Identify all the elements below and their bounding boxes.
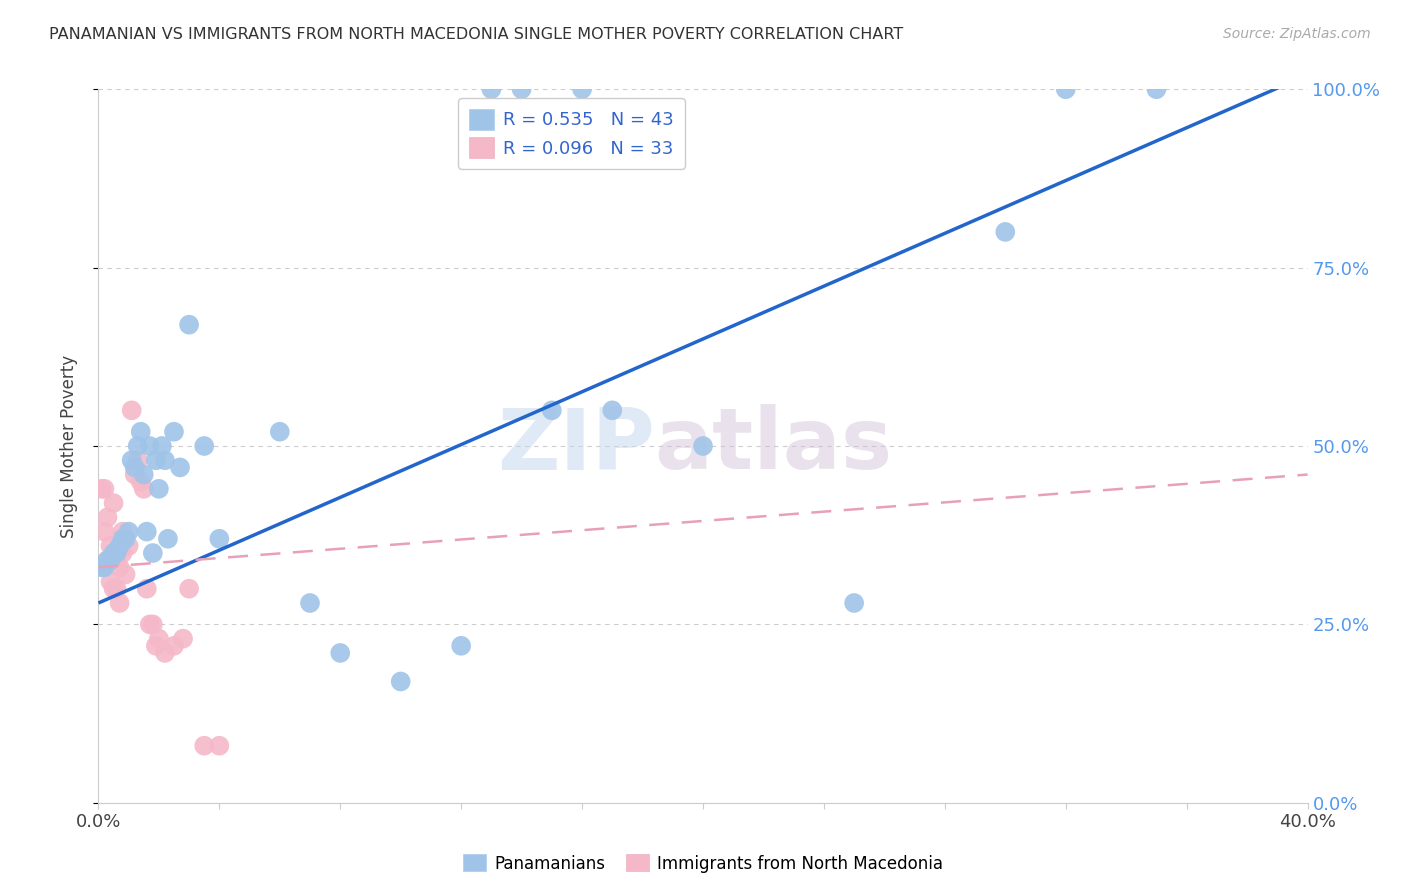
Point — [90, 560, 112, 574]
Text: Source: ZipAtlas.com: Source: ZipAtlas.com — [1223, 27, 1371, 41]
Point — [208, 739, 231, 753]
Point — [1144, 82, 1167, 96]
Point — [153, 646, 176, 660]
Point — [129, 475, 152, 489]
Point — [208, 532, 231, 546]
Point — [124, 460, 146, 475]
Point — [129, 425, 152, 439]
Point — [510, 82, 533, 96]
Point — [93, 560, 115, 574]
Point — [481, 82, 503, 96]
Point — [96, 553, 118, 567]
Point — [153, 453, 176, 467]
Text: ZIP: ZIP — [496, 404, 655, 488]
Point — [145, 639, 167, 653]
Point — [156, 532, 179, 546]
Y-axis label: Single Mother Poverty: Single Mother Poverty — [59, 354, 77, 538]
Point — [602, 403, 624, 417]
Point — [135, 524, 157, 539]
Point — [108, 596, 131, 610]
Point — [142, 617, 165, 632]
Point — [135, 582, 157, 596]
Point — [132, 467, 155, 482]
Point — [105, 553, 128, 567]
Point — [450, 639, 472, 653]
Point — [111, 532, 134, 546]
Point — [169, 460, 191, 475]
Point — [108, 560, 131, 574]
Point — [103, 496, 125, 510]
Text: atlas: atlas — [655, 404, 893, 488]
Point — [139, 617, 162, 632]
Point — [299, 596, 322, 610]
Point — [148, 632, 170, 646]
Text: PANAMANIAN VS IMMIGRANTS FROM NORTH MACEDONIA SINGLE MOTHER POVERTY CORRELATION : PANAMANIAN VS IMMIGRANTS FROM NORTH MACE… — [49, 27, 904, 42]
Point — [127, 453, 149, 467]
Legend: R = 0.535   N = 43, R = 0.096   N = 33: R = 0.535 N = 43, R = 0.096 N = 33 — [458, 98, 685, 169]
Point — [540, 403, 562, 417]
Point — [132, 482, 155, 496]
Point — [150, 439, 173, 453]
Point — [692, 439, 714, 453]
Point — [114, 532, 136, 546]
Point — [148, 482, 170, 496]
Point — [96, 510, 118, 524]
Point — [994, 225, 1017, 239]
Point — [118, 539, 141, 553]
Point — [142, 546, 165, 560]
Point — [118, 524, 141, 539]
Point — [103, 582, 125, 596]
Point — [172, 632, 194, 646]
Point — [108, 539, 131, 553]
Point — [844, 596, 866, 610]
Point — [193, 739, 215, 753]
Point — [111, 524, 134, 539]
Point — [139, 439, 162, 453]
Legend: Panamanians, Immigrants from North Macedonia: Panamanians, Immigrants from North Maced… — [456, 847, 950, 880]
Point — [145, 453, 167, 467]
Point — [111, 546, 134, 560]
Point — [105, 582, 128, 596]
Point — [1054, 82, 1077, 96]
Point — [114, 567, 136, 582]
Point — [121, 453, 143, 467]
Point — [96, 553, 118, 567]
Point — [121, 403, 143, 417]
Point — [163, 425, 186, 439]
Point — [93, 482, 115, 496]
Point — [571, 82, 593, 96]
Point — [329, 646, 352, 660]
Point — [179, 582, 201, 596]
Point — [100, 539, 122, 553]
Point — [124, 467, 146, 482]
Point — [127, 439, 149, 453]
Point — [90, 482, 112, 496]
Point — [269, 425, 291, 439]
Point — [93, 524, 115, 539]
Point — [105, 546, 128, 560]
Point — [103, 546, 125, 560]
Point — [179, 318, 201, 332]
Point — [100, 553, 122, 567]
Point — [100, 574, 122, 589]
Point — [389, 674, 412, 689]
Point — [193, 439, 215, 453]
Point — [163, 639, 186, 653]
